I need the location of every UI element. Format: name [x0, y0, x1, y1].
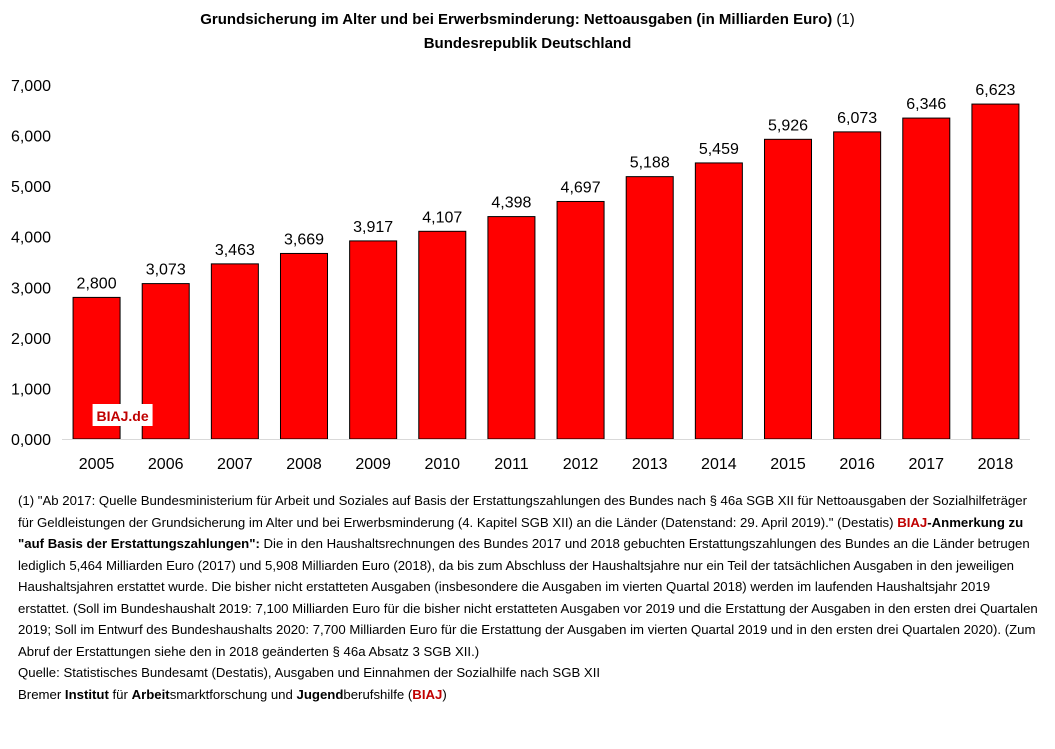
x-tick-label-2006: 2006 — [148, 456, 184, 473]
chart-title: Grundsicherung im Alter und bei Erwerbsm… — [0, 8, 1055, 56]
y-tick-label: 0,000 — [11, 432, 51, 449]
footnote-biaj: BIAJ — [897, 514, 928, 530]
x-tick-label-2011: 2011 — [494, 456, 529, 473]
value-label-2010: 4,107 — [422, 209, 462, 226]
org-text-4: Arbeit — [131, 686, 170, 702]
value-labels: 2,800 3,073 3,463 3,669 3,917 4,107 4,398 4,697… — [77, 82, 1016, 292]
org-text-3: für — [108, 686, 132, 702]
y-tick-label: 5,000 — [11, 179, 51, 196]
bar-chart: 0,000 1,000 2,000 3,000 4,000 5,000 6,000 7,000… — [11, 78, 1030, 473]
y-tick-label: 7,000 — [11, 78, 51, 95]
value-label-2016: 6,073 — [837, 110, 877, 127]
value-label-2007: 3,463 — [215, 242, 255, 259]
value-label-2009: 3,917 — [353, 219, 393, 236]
footnote-text: (1) "Ab 2017: Quelle Bundesministerium f… — [18, 490, 1038, 662]
value-label-2011: 4,398 — [491, 195, 531, 212]
org-text-6: Jugend — [296, 686, 344, 702]
value-label-2012: 4,697 — [561, 179, 601, 196]
value-label-2013: 5,188 — [630, 155, 670, 172]
value-label-2017: 6,346 — [906, 96, 946, 113]
org-text-7: berufshilfe ( — [343, 686, 413, 702]
org-text-9: ) — [442, 686, 447, 702]
y-axis-labels: 0,000 1,000 2,000 3,000 4,000 5,000 6,000 7,000 — [11, 78, 51, 449]
value-label-2008: 3,669 — [284, 231, 324, 248]
bar-2009 — [349, 240, 398, 440]
bar-2014 — [694, 162, 743, 440]
watermark-text: BIAJ.de — [97, 408, 149, 424]
bar-2013 — [625, 176, 674, 440]
y-tick-label: 6,000 — [11, 129, 51, 146]
chart-subtitle: Bundesrepublik Deutschland — [423, 35, 632, 52]
x-axis-labels: 2005 2006 2007 2008 2009 2010 2011 2012 2013 2014… — [79, 456, 1014, 473]
x-tick-label-2016: 2016 — [839, 456, 875, 473]
watermark-background — [92, 404, 153, 426]
bars — [72, 103, 1020, 440]
x-tick-label-2012: 2012 — [563, 456, 599, 473]
bar-2018 — [971, 103, 1020, 440]
value-label-2005: 2,800 — [77, 275, 117, 292]
footnote-organization: Bremer Institut für Arbeitsmarktforschun… — [18, 684, 1038, 706]
x-tick-label-2008: 2008 — [286, 456, 322, 473]
footnote-part2: Die in den Haushaltsrechnungen des Bunde… — [18, 536, 1038, 659]
value-label-2015: 5,926 — [768, 117, 808, 134]
x-tick-label-2009: 2009 — [355, 456, 391, 473]
footnote-source: Quelle: Statistisches Bundesamt (Destati… — [18, 665, 601, 680]
org-text-2: Institut — [64, 686, 109, 702]
y-tick-label: 4,000 — [11, 230, 51, 247]
x-tick-label-2015: 2015 — [770, 456, 806, 473]
value-label-2014: 5,459 — [699, 141, 739, 158]
bar-2007 — [210, 263, 259, 440]
bar-2016 — [833, 131, 882, 440]
bar-2017 — [902, 117, 951, 440]
bar-2015 — [763, 138, 813, 440]
org-text-5: smarktforschung und — [169, 686, 297, 702]
footnote-part1: (1) "Ab 2017: Quelle Bundesministerium f… — [18, 493, 1027, 530]
x-tick-label-2010: 2010 — [424, 456, 460, 473]
value-label-2018: 6,623 — [975, 82, 1015, 99]
bar-2012 — [556, 200, 605, 440]
footnote-annotation-heading: -Anmerkung zu "auf Basis der Erstattungs… — [18, 514, 1024, 552]
chart-title-line1: Grundsicherung im Alter und bei Erwerbsm… — [0, 8, 1055, 32]
org-text-8: BIAJ — [412, 686, 443, 702]
x-tick-label-2017: 2017 — [908, 456, 944, 473]
x-tick-label-2013: 2013 — [632, 456, 668, 473]
x-tick-label-2005: 2005 — [79, 456, 115, 473]
y-tick-label: 3,000 — [11, 280, 51, 297]
bar-2010 — [418, 230, 467, 440]
watermark-badge: BIAJ.de — [92, 404, 153, 426]
y-tick-label: 1,000 — [11, 381, 51, 398]
value-label-2006: 3,073 — [146, 262, 186, 279]
bar-2008 — [279, 252, 329, 440]
bar-2011 — [487, 216, 536, 440]
y-tick-label: 2,000 — [11, 331, 51, 348]
org-text-1: Bremer — [18, 686, 65, 702]
x-tick-label-2018: 2018 — [978, 456, 1014, 473]
footnote: (1) "Ab 2017: Quelle Bundesministerium f… — [18, 490, 1038, 705]
chart-title-suffix: (1) — [832, 11, 855, 28]
x-tick-label-2014: 2014 — [701, 456, 737, 473]
x-tick-label-2007: 2007 — [217, 456, 253, 473]
chart-title-main: Grundsicherung im Alter und bei Erwerbsm… — [200, 11, 833, 28]
